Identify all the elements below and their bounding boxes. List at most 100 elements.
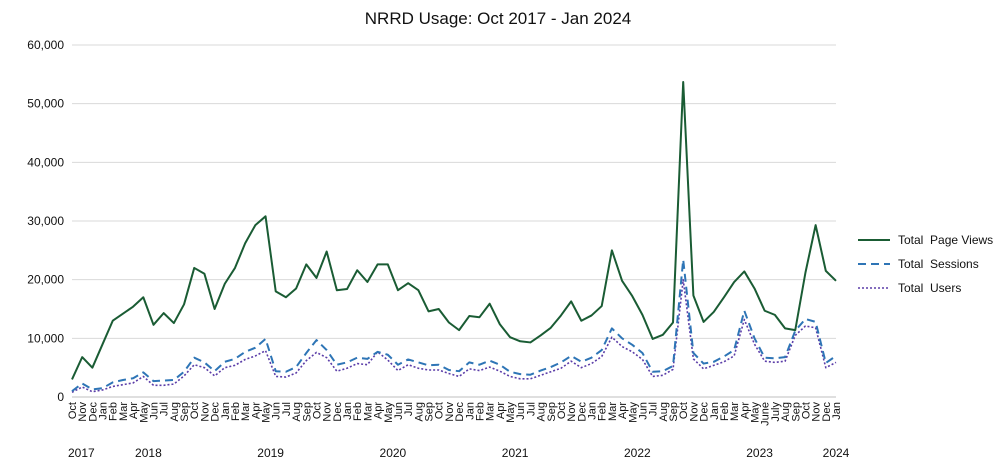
x-tick-label: Jun <box>393 402 405 420</box>
legend-label: Total Page Views <box>898 233 993 247</box>
y-tick-label: 40,000 <box>27 155 64 169</box>
x-tick-label: Jun <box>515 402 527 420</box>
x-tick-label: May <box>138 402 150 423</box>
x-tick-label: Nov <box>566 402 578 422</box>
x-tick-label: Oct <box>311 402 323 419</box>
series-line <box>71 278 837 394</box>
x-tick-label: Apr <box>128 402 140 419</box>
x-tick-label: Jul <box>159 402 171 416</box>
x-tick-label: Dec <box>821 402 833 422</box>
year-label: 2017 <box>68 446 95 460</box>
x-tick-label: Nov <box>322 402 334 422</box>
x-tick-label: Oct <box>434 402 446 419</box>
x-tick-label: Feb <box>108 402 120 421</box>
series-line <box>71 80 837 380</box>
x-tick-label: Jan <box>587 402 599 420</box>
x-tick-label: Dec <box>210 402 222 422</box>
x-tick-label: Feb <box>597 402 609 421</box>
x-tick-label: Apr <box>373 402 385 419</box>
x-tick-label: Jul <box>403 402 415 416</box>
x-tick-label: Feb <box>474 402 486 421</box>
x-tick-label: Nov <box>688 402 700 422</box>
x-tick-label: Aug <box>291 402 303 422</box>
series-lines <box>71 80 837 394</box>
year-label: 2018 <box>135 446 162 460</box>
x-tick-label: Aug <box>413 402 425 422</box>
x-tick-label: Jul <box>281 402 293 416</box>
year-label: 2020 <box>380 446 407 460</box>
x-tick-label: Jul <box>648 402 660 416</box>
x-axis-tick-labels: OctNovDecJanFebMarAprMayJunJulAugSepOctN… <box>67 402 843 426</box>
year-label: 2022 <box>624 446 651 460</box>
x-tick-label: Mar <box>240 402 252 421</box>
x-tick-label: Apr <box>250 402 262 419</box>
year-label: 2021 <box>502 446 529 460</box>
x-tick-label: Dec <box>332 402 344 422</box>
x-tick-label: Aug <box>169 402 181 422</box>
legend: Total Page Views Total Sessions Total User… <box>858 233 993 295</box>
legend-label: Total Sessions <box>898 257 979 271</box>
x-tick-label: May <box>627 402 639 423</box>
x-tick-label: Dec <box>87 402 99 422</box>
x-tick-label: Sep <box>790 402 802 422</box>
x-tick-label: Jan <box>831 402 843 420</box>
x-tick-label: Aug <box>536 402 548 422</box>
x-tick-label: Apr <box>617 402 629 419</box>
year-label: 2024 <box>823 446 850 460</box>
x-tick-label: Feb <box>230 402 242 421</box>
x-tick-label: Dec <box>454 402 466 422</box>
x-tick-label: May <box>383 402 395 423</box>
x-tick-label: Oct <box>189 402 201 419</box>
x-tick-label: Aug <box>658 402 670 422</box>
x-tick-label: July <box>770 402 782 422</box>
x-tick-label: Feb <box>719 402 731 421</box>
x-tick-label: Oct <box>800 402 812 419</box>
x-tick-label: Jan <box>709 402 721 420</box>
x-tick-label: Nov <box>77 402 89 422</box>
chart-title: NRRD Usage: Oct 2017 - Jan 2024 <box>365 9 631 28</box>
x-tick-label: Dec <box>576 402 588 422</box>
x-tick-label: Sep <box>301 402 313 422</box>
x-tick-label: Nov <box>444 402 456 422</box>
y-tick-label: 10,000 <box>27 331 64 345</box>
y-tick-label: 0 <box>57 390 64 404</box>
x-tick-label: Jan <box>220 402 232 420</box>
x-tick-label: Feb <box>352 402 364 421</box>
x-tick-label: Sep <box>424 402 436 422</box>
x-tick-label: Jun <box>148 402 160 420</box>
x-tick-label: Sep <box>668 402 680 422</box>
x-tick-label: Jun <box>271 402 283 420</box>
y-tick-label: 50,000 <box>27 97 64 111</box>
x-tick-label: Jul <box>525 402 537 416</box>
x-tick-label: Sep <box>179 402 191 422</box>
x-tick-label: Apr <box>495 402 507 419</box>
x-tick-label: Jan <box>98 402 110 420</box>
x-tick-label: Oct <box>678 402 690 419</box>
year-label: 2023 <box>746 446 773 460</box>
x-tick-label: Jun <box>637 402 649 420</box>
x-tick-label: Mar <box>362 402 374 421</box>
x-tick-label: Sep <box>546 402 558 422</box>
y-tick-label: 30,000 <box>27 214 64 228</box>
series-line <box>71 258 837 392</box>
x-tick-label: Aug <box>780 402 792 422</box>
x-tick-label: Jan <box>342 402 354 420</box>
x-tick-label: Oct <box>556 402 568 419</box>
x-tick-label: June <box>760 402 772 426</box>
x-tick-label: May <box>261 402 273 423</box>
x-tick-label: Mar <box>485 402 497 421</box>
y-tick-label: 60,000 <box>27 38 64 52</box>
x-tick-label: Dec <box>699 402 711 422</box>
legend-label: Total Users <box>898 281 961 295</box>
x-tick-label: May <box>505 402 517 423</box>
gridlines <box>72 44 836 398</box>
x-tick-label: Nov <box>199 402 211 422</box>
x-tick-label: Mar <box>607 402 619 421</box>
year-label: 2019 <box>257 446 284 460</box>
y-axis-tick-labels: 0 10,000 20,000 30,000 40,000 50,000 60,000 <box>27 38 64 404</box>
x-tick-label: Nov <box>811 402 823 422</box>
x-tick-label: Mar <box>729 402 741 421</box>
x-tick-label: Apr <box>739 402 751 419</box>
